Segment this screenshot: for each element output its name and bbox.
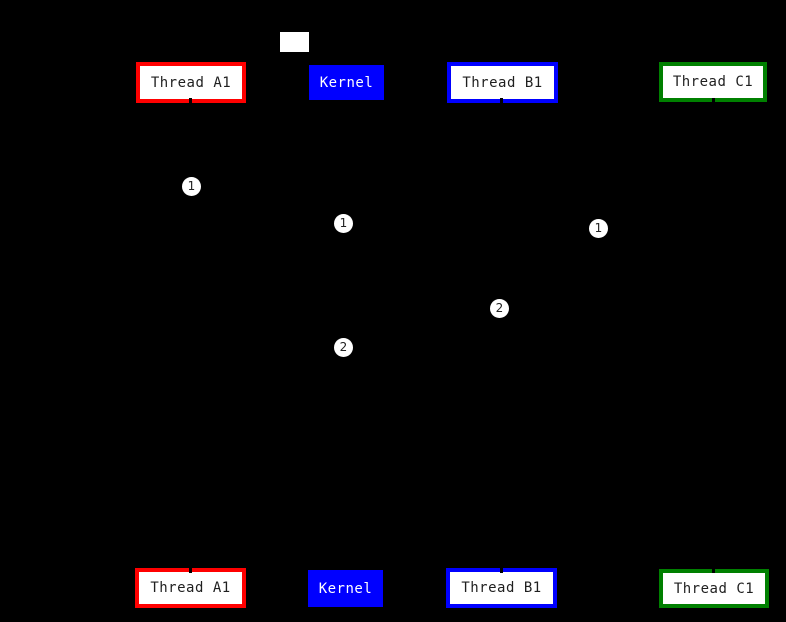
participant-thread-a1-top: Thread A1 xyxy=(136,62,246,103)
participant-thread-b1-bottom: Thread B1 xyxy=(446,568,557,608)
participant-kernel-bottom: Kernel xyxy=(308,570,383,607)
participant-thread-c1-top: Thread C1 xyxy=(659,62,767,102)
lifeline-thread-a1 xyxy=(189,98,192,573)
participant-thread-c1-bottom: Thread C1 xyxy=(659,569,769,608)
participant-label: Thread A1 xyxy=(150,580,231,596)
lifeline-thread-b1 xyxy=(500,98,503,573)
participant-label: Thread C1 xyxy=(672,74,754,90)
step-marker-circle: 1 xyxy=(334,214,353,233)
blank-note-box xyxy=(280,32,309,52)
lifeline-thread-c1 xyxy=(712,98,715,573)
step-marker-circle: 1 xyxy=(589,219,608,238)
participant-thread-a1-bottom: Thread A1 xyxy=(135,568,246,608)
participant-label: Thread B1 xyxy=(461,580,542,596)
step-marker-circle: 2 xyxy=(334,338,353,357)
participant-label: Kernel xyxy=(318,580,373,597)
participant-label: Kernel xyxy=(319,74,374,91)
participant-kernel-top: Kernel xyxy=(309,65,384,100)
participant-label: Thread C1 xyxy=(673,580,755,597)
participant-thread-b1-top: Thread B1 xyxy=(447,62,558,103)
lifeline-kernel xyxy=(344,100,347,570)
step-marker-circle: 1 xyxy=(182,177,201,196)
step-marker-circle: 2 xyxy=(490,299,509,318)
participant-label: Thread B1 xyxy=(462,74,543,91)
participant-label: Thread A1 xyxy=(150,74,232,91)
